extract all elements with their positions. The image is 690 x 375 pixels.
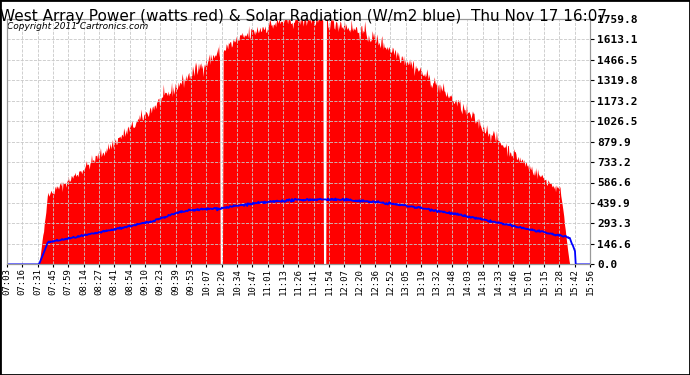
Text: West Array Power (watts red) & Solar Radiation (W/m2 blue)  Thu Nov 17 16:07: West Array Power (watts red) & Solar Rad…: [0, 9, 607, 24]
Text: Copyright 2011 Cartronics.com: Copyright 2011 Cartronics.com: [8, 22, 149, 32]
